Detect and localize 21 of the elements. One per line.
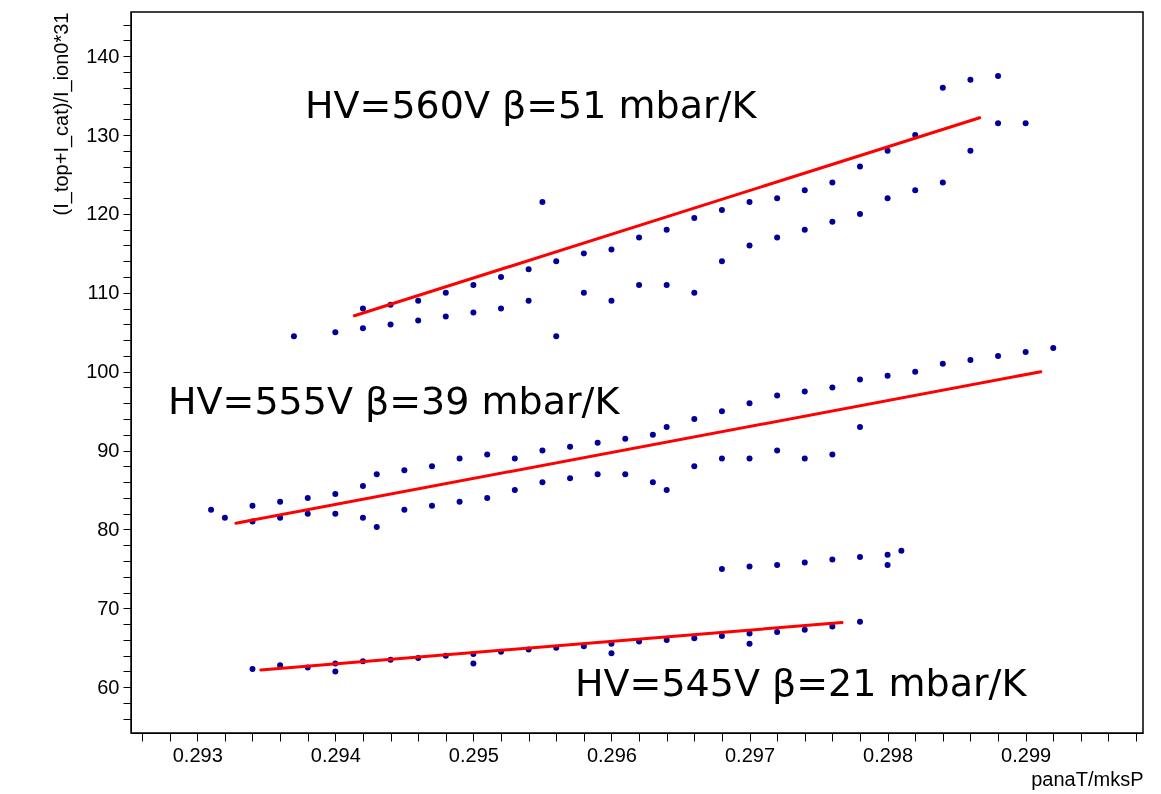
y-tick-label: 100 [86,360,120,383]
y-tick-label: 140 [86,44,120,67]
x-tick-label: 0.294 [310,743,361,766]
x-tick-label: 0.298 [863,743,914,766]
annotation: HV=555V β=39 mbar/K [168,379,621,423]
y-tick-label: 80 [97,517,120,540]
x-tick-label: 0.293 [172,743,223,766]
y-tick-label: 120 [86,202,120,225]
y-tick-label: 70 [97,596,120,619]
y-axis-title: (I_top+I_cat)/I_ion0*31 [50,12,74,216]
annotation: HV=560V β=51 mbar/K [305,83,758,127]
y-tick-label: 110 [87,281,120,304]
y-tick-label: 60 [97,675,120,698]
x-tick-label: 0.299 [1001,743,1052,766]
y-tick-label: 90 [97,439,120,462]
x-tick-label: 0.297 [724,743,776,766]
y-tick-label: 130 [86,123,120,146]
x-axis-title: panaT/mksP [1031,767,1144,790]
x-tick-label: 0.295 [448,743,499,766]
x-tick-label: 0.296 [586,743,637,766]
annotation: HV=545V β=21 mbar/K [575,661,1028,705]
